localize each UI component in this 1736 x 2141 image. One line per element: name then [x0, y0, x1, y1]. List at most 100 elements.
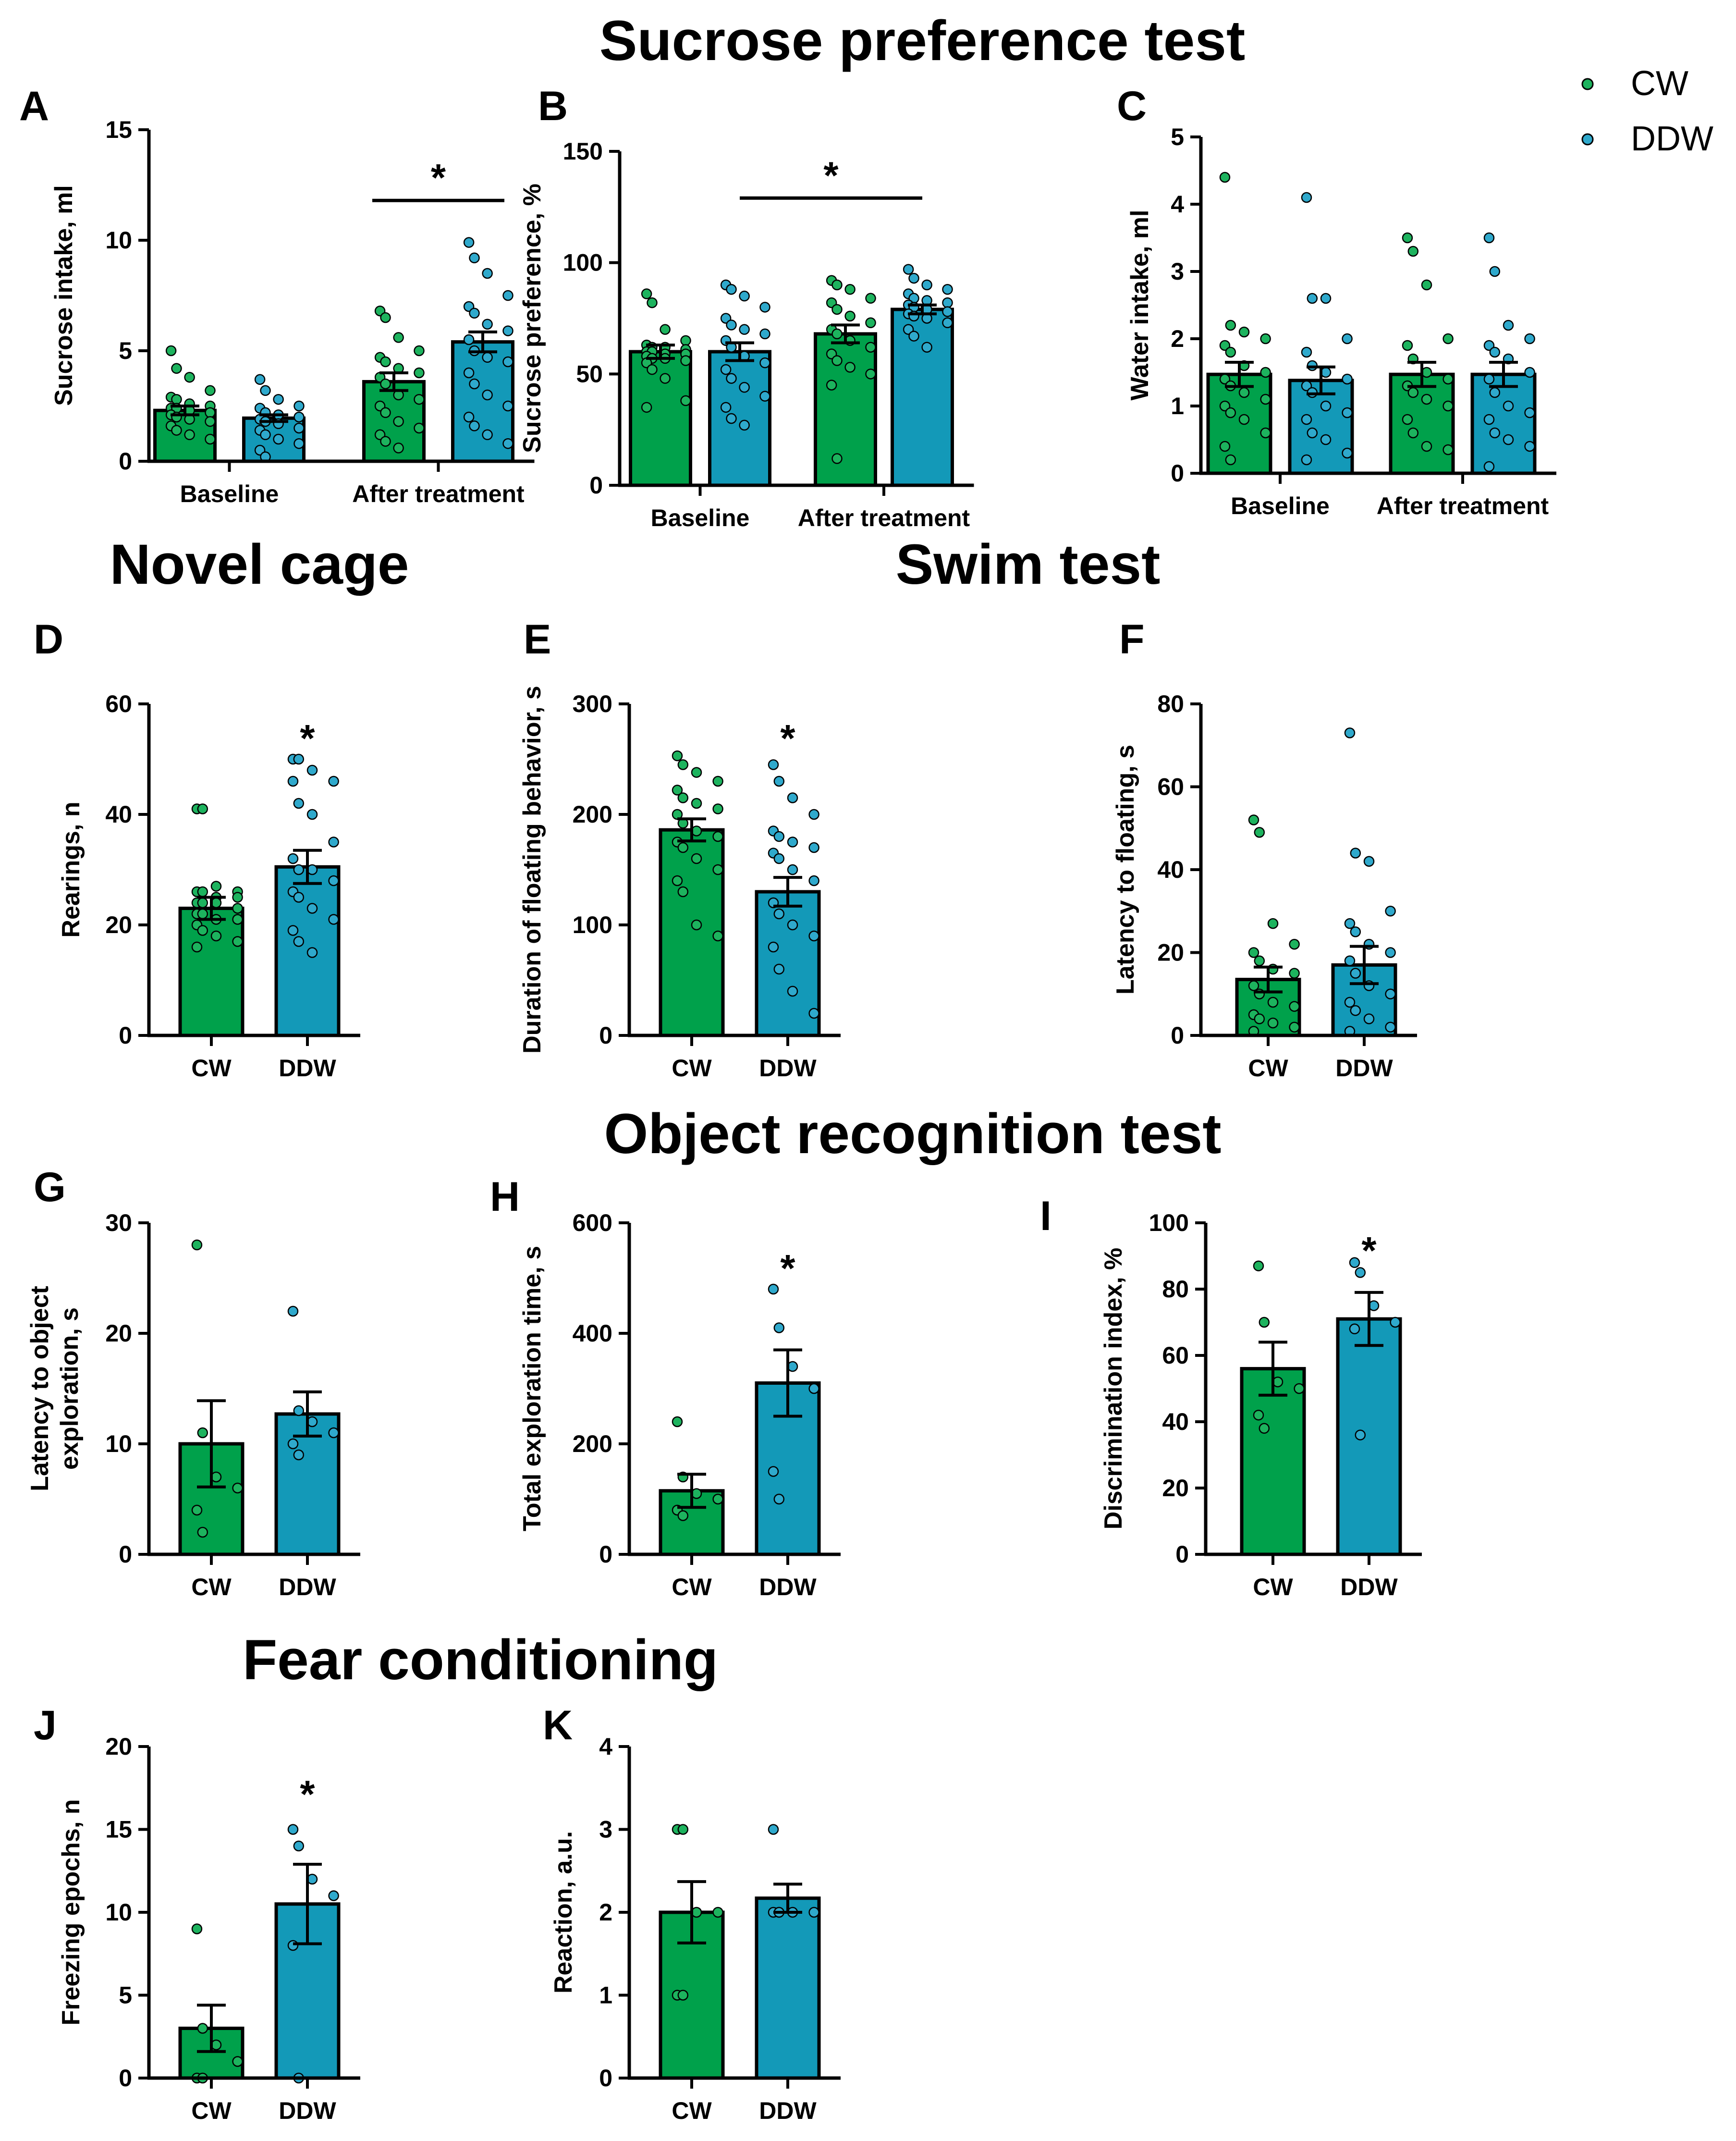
data-point — [1344, 727, 1356, 738]
data-point — [197, 1526, 208, 1538]
data-point — [720, 402, 732, 413]
legend-ddw-label: DDW — [1631, 120, 1713, 158]
data-point — [773, 908, 785, 920]
data-point — [1259, 1317, 1270, 1328]
data-point — [328, 775, 339, 787]
x-tick-label: DDW — [1340, 1574, 1398, 1600]
y-tick-label: 5 — [119, 337, 132, 364]
data-point — [831, 453, 843, 464]
data-point — [293, 422, 305, 434]
panel-letter: F — [1119, 616, 1145, 663]
data-point — [1260, 394, 1271, 405]
data-point — [1289, 939, 1300, 950]
panel-letter: J — [34, 1702, 57, 1748]
data-point — [677, 792, 689, 803]
y-tick-label: 40 — [1162, 1408, 1189, 1435]
data-point — [672, 1416, 683, 1427]
data-point — [759, 357, 770, 369]
data-point — [739, 381, 750, 393]
panel-j: J 0 5 10 15 20 CW DDW Freezing epochs, n * — [34, 1702, 360, 2124]
data-point — [502, 290, 513, 301]
data-point — [1524, 367, 1535, 378]
significance-star: * — [431, 156, 446, 199]
data-point — [171, 394, 182, 405]
data-point — [844, 362, 856, 373]
data-point — [1219, 400, 1231, 412]
data-point — [712, 930, 723, 942]
data-point — [232, 903, 243, 914]
data-point — [205, 433, 216, 445]
data-point — [1248, 980, 1259, 991]
panel-d: D 0 20 40 60 CW DDW Rearings, n * — [34, 616, 360, 1082]
bar-c-cw — [1389, 372, 1455, 475]
data-point — [1368, 1300, 1380, 1311]
legend-cw-marker — [1581, 78, 1594, 90]
data-point — [768, 759, 779, 770]
data-point — [191, 1239, 203, 1251]
data-point — [1483, 232, 1495, 244]
data-point — [306, 947, 318, 958]
data-point — [1254, 827, 1265, 838]
y-tick-label: 20 — [1162, 1475, 1189, 1501]
data-point — [1254, 955, 1265, 966]
data-point — [1320, 293, 1332, 304]
data-point — [197, 908, 208, 920]
x-tick-label: After treatment — [352, 480, 525, 507]
data-point — [865, 369, 876, 380]
data-point — [844, 284, 856, 295]
bar-b-ddw — [891, 308, 954, 487]
data-point — [691, 767, 702, 778]
data-point — [469, 420, 480, 431]
y-axis-label: Latency to object — [26, 1286, 54, 1491]
y-axis-label: Latency to floating, s — [1112, 745, 1139, 995]
data-point — [293, 1449, 305, 1461]
data-point — [641, 288, 652, 299]
data-point — [768, 941, 779, 953]
bar-c-cw — [1206, 372, 1272, 475]
x-tick-label: DDW — [1335, 1055, 1393, 1082]
data-point — [787, 919, 798, 931]
data-point — [273, 433, 284, 445]
data-point — [287, 925, 299, 936]
y-tick-label: 80 — [1162, 1276, 1189, 1303]
data-point — [647, 364, 658, 375]
data-point — [908, 331, 919, 342]
y-tick-label: 2 — [599, 1899, 612, 1926]
data-point — [1289, 1001, 1300, 1012]
panel-letter: I — [1040, 1193, 1051, 1239]
data-point — [942, 317, 953, 329]
data-point — [1320, 367, 1332, 378]
x-tick-label: CW — [672, 1055, 712, 1082]
y-tick-label: 80 — [1157, 690, 1184, 717]
data-point — [1225, 407, 1236, 418]
y-axis-label: Discrimination index, % — [1100, 1248, 1127, 1530]
y-tick-label: 5 — [1171, 123, 1184, 150]
data-point — [831, 355, 843, 366]
data-point — [759, 391, 770, 402]
title-swim: Swim test — [896, 533, 1161, 596]
data-point — [773, 963, 785, 975]
data-point — [1349, 1257, 1360, 1268]
data-point — [1238, 387, 1250, 398]
data-point — [1225, 454, 1236, 466]
x-tick-label: DDW — [279, 1574, 336, 1600]
data-point — [726, 373, 737, 384]
data-point — [1443, 400, 1454, 412]
y-tick-label: 15 — [105, 116, 132, 143]
data-point — [191, 1923, 203, 1934]
data-point — [184, 429, 195, 441]
data-point — [1307, 427, 1318, 439]
data-point — [1301, 192, 1312, 203]
data-point — [306, 903, 318, 914]
panel-i: I 0 20 40 60 80 100 CW DDW Discrimination index, … — [1040, 1193, 1422, 1600]
data-point — [1342, 447, 1353, 459]
data-point — [691, 1488, 702, 1499]
y-tick-label: 600 — [573, 1209, 612, 1236]
data-point — [210, 930, 222, 942]
data-point — [865, 317, 876, 329]
data-point — [287, 775, 299, 787]
data-point — [787, 985, 798, 997]
significance-star: * — [300, 717, 315, 760]
data-point — [1363, 856, 1375, 867]
panel-letter: D — [34, 616, 63, 663]
